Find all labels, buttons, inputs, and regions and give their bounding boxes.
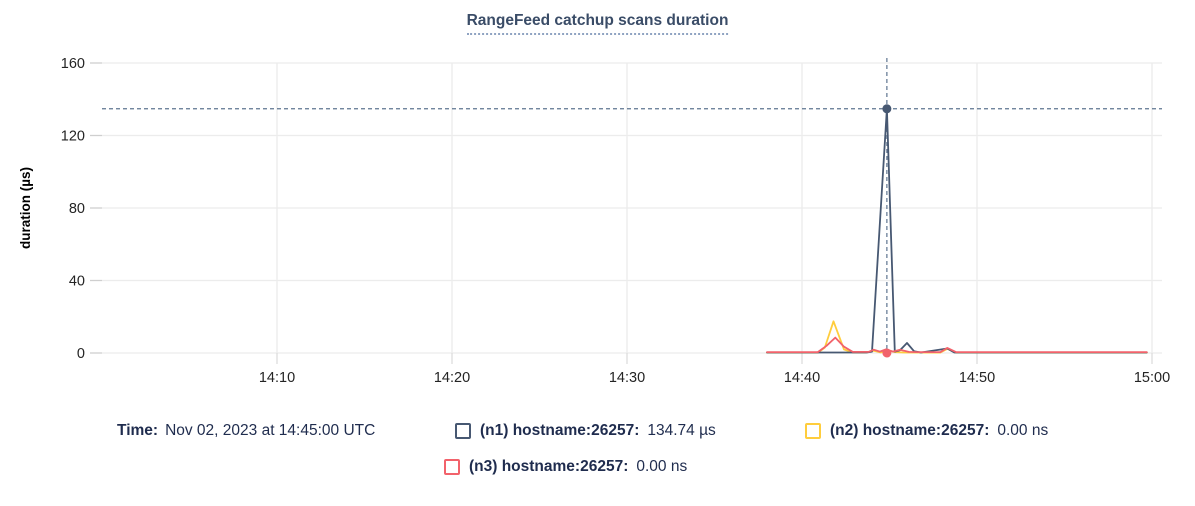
legend-row-1: Time: Nov 02, 2023 at 14:45:00 UTC (n1) h…	[0, 420, 1195, 448]
legend-item-value: 134.74 µs	[647, 422, 716, 439]
chart-canvas[interactable]: 0 40 80 120 160 14:10 14:20 14:30 14:40 14:50 15:0…	[0, 0, 1195, 400]
series-line	[766, 107, 1148, 354]
series-line	[766, 336, 1148, 354]
n3-series-swatch-icon	[444, 459, 460, 475]
legend-item-value: 0.00 ns	[997, 422, 1049, 439]
y-tick-label: 160	[61, 56, 85, 72]
legend-item-n1[interactable]: (n1) hostname:26257: 134.74 µs	[455, 422, 716, 440]
legend-item-label: (n3) hostname:26257:	[469, 458, 629, 475]
legend-time-value: Nov 02, 2023 at 14:45:00 UTC	[165, 422, 376, 439]
x-tick-label: 14:20	[434, 370, 470, 386]
y-tick-label: 120	[61, 129, 85, 145]
n2-series-swatch-icon	[805, 423, 821, 439]
legend-item-value: 0.00 ns	[636, 458, 688, 475]
legend-row-2: (n3) hostname:26257: 0.00 ns	[0, 456, 1195, 484]
legend-item-label: (n1) hostname:26257:	[480, 422, 640, 439]
y-tick-label: 40	[69, 274, 85, 290]
y-axis-title: duration (µs)	[18, 167, 33, 249]
chart-title[interactable]: RangeFeed catchup scans duration	[466, 12, 729, 35]
legend-time-label: Time:	[117, 422, 159, 439]
y-tick-label: 80	[69, 201, 85, 217]
legend-time: Time: Nov 02, 2023 at 14:45:00 UTC	[117, 422, 375, 440]
n1-series-swatch-icon	[455, 423, 471, 439]
x-tick-label: 14:10	[259, 370, 295, 386]
legend-item-label: (n2) hostname:26257:	[830, 422, 990, 439]
y-tick-label: 0	[77, 346, 85, 362]
legend-item-n3[interactable]: (n3) hostname:26257: 0.00 ns	[444, 458, 687, 476]
x-tick-label: 15:00	[1134, 370, 1170, 386]
legend-item-n2[interactable]: (n2) hostname:26257: 0.00 ns	[805, 422, 1048, 440]
hover-point-marker	[882, 348, 892, 358]
hover-point-marker	[882, 104, 892, 114]
x-tick-label: 14:50	[959, 370, 995, 386]
x-tick-label: 14:40	[784, 370, 820, 386]
x-tick-label: 14:30	[609, 370, 645, 386]
